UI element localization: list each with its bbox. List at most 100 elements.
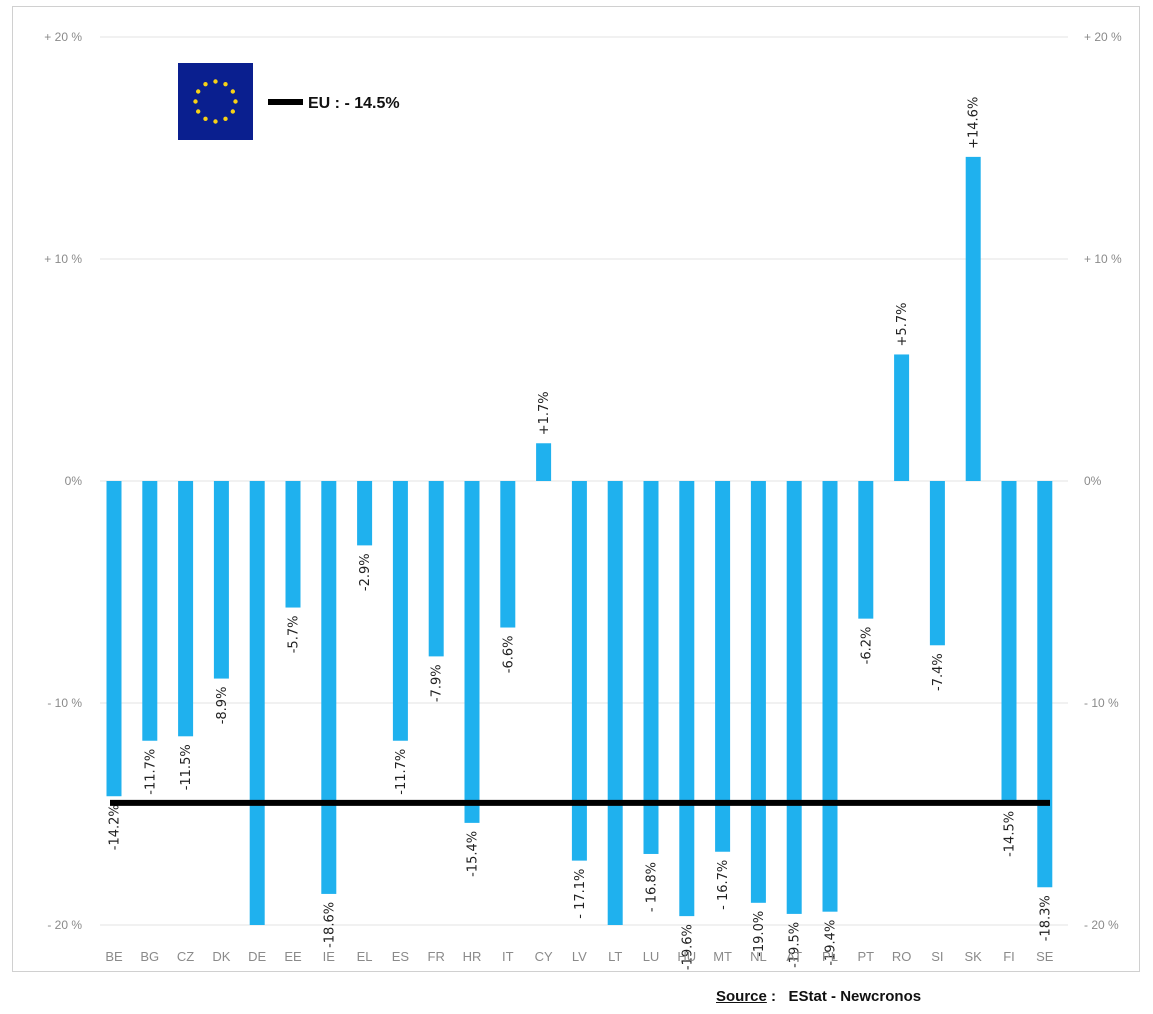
data-label: -19.5% — [788, 922, 803, 968]
category-label: IT — [502, 949, 514, 964]
data-label: -11.7% — [143, 749, 158, 795]
source-note: Source : EStat - Newcronos — [716, 988, 921, 1005]
category-label: ES — [392, 949, 410, 964]
bar — [249, 481, 265, 925]
bar — [786, 481, 802, 914]
data-label: -15.4% — [466, 831, 481, 877]
y-tick-label: - 20 % — [47, 918, 82, 932]
data-label: -18.3% — [1038, 895, 1053, 941]
star-icon — [233, 99, 238, 104]
category-label: CZ — [177, 949, 194, 964]
data-label: -6.2% — [859, 627, 874, 665]
data-label: -19.6% — [680, 924, 695, 970]
category-label: SI — [931, 949, 943, 964]
data-label: -2.9% — [358, 553, 373, 591]
y-tick-label: - 10 % — [47, 696, 82, 710]
category-label: LV — [572, 949, 587, 964]
bar — [536, 443, 552, 481]
data-label: -14.5% — [1003, 811, 1018, 857]
bar — [178, 481, 194, 737]
data-label: - 17.1% — [573, 869, 588, 919]
source-separator: : — [771, 988, 777, 1005]
star-icon — [203, 116, 208, 122]
category-label: LT — [608, 949, 622, 964]
category-label: HR — [463, 949, 482, 964]
bar — [929, 481, 945, 646]
source-label: Source — [716, 988, 767, 1005]
eu-stars-icon — [193, 79, 238, 124]
data-label: - 16.7% — [716, 860, 731, 910]
data-label: +1.7% — [537, 391, 552, 435]
category-label: PT — [857, 949, 874, 964]
bar — [1001, 481, 1017, 803]
data-label: -7.9% — [430, 664, 445, 702]
bar — [965, 156, 981, 481]
data-label: -6.6% — [501, 636, 516, 674]
category-label: SK — [965, 949, 983, 964]
y-tick-label: + 10 % — [1084, 252, 1122, 266]
category-label: MT — [713, 949, 732, 964]
data-label: -7.4% — [931, 653, 946, 691]
category-label: CY — [535, 949, 553, 964]
data-label: -11.7% — [394, 749, 409, 795]
data-label: +5.7% — [895, 303, 910, 347]
legend-label: EU : - 14.5% — [308, 95, 400, 112]
star-icon — [223, 116, 228, 122]
y-axis-left: + 20 % + 10 % 0% - 10 % - 20 % — [44, 30, 82, 932]
bar — [715, 481, 731, 852]
legend: EU : - 14.5% — [178, 63, 400, 140]
bar — [643, 481, 659, 854]
y-tick-label: + 20 % — [1084, 30, 1122, 44]
bar — [428, 481, 444, 657]
bar — [679, 481, 695, 917]
bar — [142, 481, 158, 741]
bar — [858, 481, 874, 619]
category-label: SE — [1036, 949, 1054, 964]
bar — [750, 481, 766, 903]
bar — [1037, 481, 1053, 888]
y-tick-label: + 20 % — [44, 30, 82, 44]
data-label: -19.4% — [824, 920, 839, 966]
bar — [213, 481, 229, 679]
data-label: -5.7% — [287, 616, 302, 654]
star-icon — [213, 79, 218, 84]
data-label: +14.6% — [967, 97, 982, 149]
category-label: BG — [140, 949, 159, 964]
category-label: FR — [428, 949, 445, 964]
y-tick-label: + 10 % — [44, 252, 82, 266]
data-label: - 16.8% — [645, 862, 660, 912]
category-label: BE — [105, 949, 123, 964]
category-label: LU — [643, 949, 660, 964]
star-icon — [195, 89, 201, 94]
category-label: PL — [822, 949, 838, 964]
bar — [357, 481, 373, 546]
star-icon — [230, 89, 236, 94]
category-labels: BE BG CZ DK DE EE IE EL ES FR HR IT CY LV LT LU HU MT NL AT… — [105, 949, 1053, 964]
category-label: EE — [284, 949, 302, 964]
y-tick-label: 0% — [65, 474, 83, 488]
data-label: -14.2% — [108, 804, 123, 850]
star-icon — [213, 119, 218, 124]
chart-frame — [12, 6, 1140, 972]
y-tick-label: - 20 % — [1084, 918, 1119, 932]
source-text: EStat - Newcronos — [788, 988, 922, 1005]
bar — [285, 481, 301, 608]
category-label: AT — [786, 949, 802, 964]
star-icon — [195, 109, 201, 114]
category-label: EL — [357, 949, 373, 964]
data-label: -19.0% — [752, 911, 767, 957]
category-label: IE — [323, 949, 336, 964]
category-label: RO — [892, 949, 912, 964]
bar — [500, 481, 516, 628]
bar — [894, 354, 910, 481]
y-tick-label: 0% — [1084, 474, 1102, 488]
category-label: DK — [212, 949, 230, 964]
data-labels: -14.2% -11.7% -11.5% -8.9% -5.7% -18.6% -2.9% -… — [108, 97, 1054, 970]
bar — [392, 481, 408, 741]
category-label: HU — [677, 949, 696, 964]
data-label: -11.5% — [179, 744, 194, 790]
bar — [321, 481, 337, 894]
category-label: FI — [1003, 949, 1015, 964]
star-icon — [203, 81, 208, 87]
bar — [106, 481, 122, 797]
